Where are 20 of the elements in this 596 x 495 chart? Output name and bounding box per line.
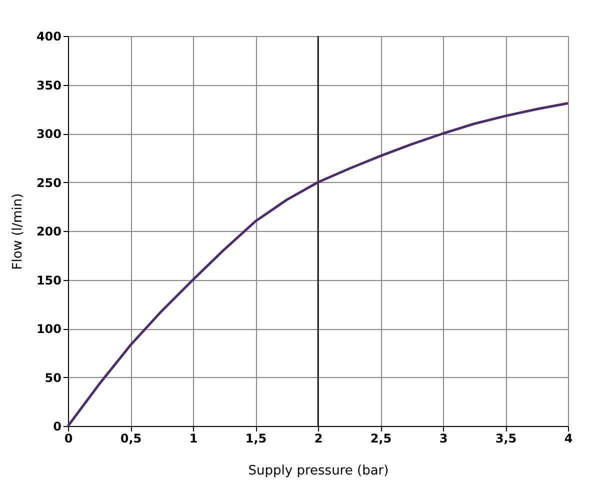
- x-tick-label: 0,5: [120, 432, 142, 446]
- x-tick-label: 4: [564, 432, 573, 446]
- y-tick-label: 400: [36, 30, 62, 44]
- x-tick-label: 0: [64, 432, 73, 446]
- y-tick-label: 300: [36, 127, 62, 141]
- y-tick-label: 100: [36, 322, 62, 336]
- y-tick-label: 50: [44, 370, 62, 385]
- y-tick-label: 0: [53, 420, 62, 434]
- x-tick-label: 1,5: [245, 432, 267, 446]
- x-tick-label: 2,5: [370, 432, 392, 446]
- x-axis-title: Supply pressure (bar): [248, 464, 389, 478]
- x-tick-label: 3,5: [495, 432, 517, 446]
- x-tick-label: 1: [189, 432, 198, 446]
- y-tick-label: 150: [36, 273, 62, 288]
- y-tick-label: 200: [36, 224, 62, 238]
- y-tick-label: 350: [36, 78, 62, 92]
- x-tick-label: 2: [314, 432, 323, 446]
- y-tick-label: 250: [36, 176, 62, 190]
- y-axis-title: Flow (l/min): [10, 193, 26, 270]
- x-tick-label: 3: [439, 432, 448, 446]
